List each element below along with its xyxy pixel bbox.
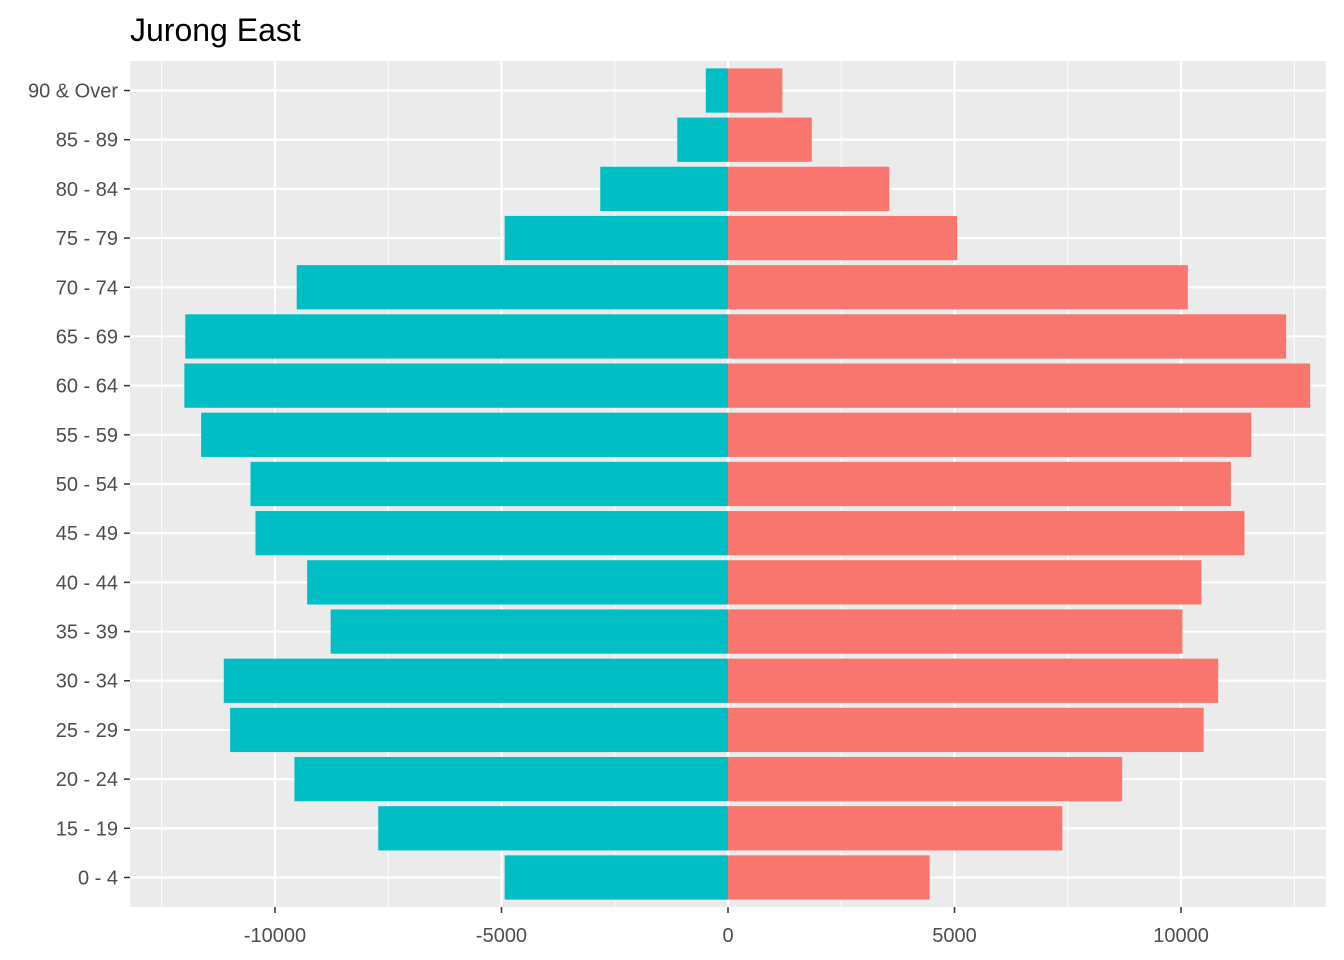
y-tick-label: 15 - 19 (56, 818, 118, 840)
bar-negative-50-54 (250, 461, 729, 507)
y-tick-label: 50 - 54 (56, 474, 118, 496)
bar-negative-35-39 (330, 609, 728, 654)
bar-positive-70-74 (728, 265, 1188, 310)
y-tick-label: 85 - 89 (56, 130, 118, 152)
bar-positive-50-54 (728, 461, 1231, 507)
y-tick-label: 65 - 69 (56, 326, 118, 348)
y-tick-label: 25 - 29 (56, 720, 118, 742)
y-tick-label: 40 - 44 (56, 572, 118, 594)
bar-negative-75-79 (504, 215, 728, 261)
bar-positive-25-29 (728, 707, 1204, 753)
bar-positive-35-39 (728, 609, 1183, 654)
y-tick-label: 35 - 39 (56, 622, 118, 644)
x-tick-label: -10000 (244, 925, 306, 947)
bar-negative-40-44 (307, 560, 728, 605)
bar-negative-85-89 (677, 117, 728, 162)
bar-positive-45-49 (728, 511, 1245, 556)
bar-positive-55-59 (728, 412, 1252, 457)
bar-positive-65-69 (728, 314, 1287, 359)
bar-negative-80-84 (600, 166, 728, 212)
bar-negative-90-over (705, 68, 728, 113)
x-tick-label: 0 (722, 925, 733, 947)
bar-negative-65-69 (185, 314, 728, 359)
y-tick-label: 0 - 4 (78, 867, 118, 889)
bar-negative-25-29 (230, 707, 728, 753)
bar-negative-30-34 (223, 658, 728, 703)
bar-positive-15-19 (728, 806, 1063, 851)
bar-positive-90-over (728, 68, 783, 113)
y-tick-label: 80 - 84 (56, 179, 118, 201)
bar-negative-15-19 (378, 806, 728, 851)
y-tick-label: 20 - 24 (56, 769, 118, 791)
y-tick-label: 75 - 79 (56, 228, 118, 250)
bar-positive-30-34 (728, 658, 1219, 703)
bar-positive-60-64 (728, 363, 1311, 408)
bar-positive-20-24 (728, 756, 1123, 802)
bar-positive-40-44 (728, 560, 1202, 605)
bar-negative-0-4 (504, 855, 728, 900)
y-tick-label: 70 - 74 (56, 277, 118, 299)
bar-negative-20-24 (294, 756, 728, 802)
x-tick-label: 5000 (932, 925, 977, 947)
bar-positive-80-84 (728, 166, 890, 212)
bar-negative-60-64 (184, 363, 728, 408)
bar-positive-0-4 (728, 855, 930, 900)
y-tick-label: 60 - 64 (56, 376, 118, 398)
y-tick-label: 90 & Over (28, 81, 118, 103)
x-tick-label: 10000 (1153, 925, 1209, 947)
bar-negative-70-74 (296, 265, 728, 310)
bar-positive-85-89 (728, 117, 812, 162)
x-tick-label: -5000 (476, 925, 527, 947)
y-tick-label: 45 - 49 (56, 523, 118, 545)
bar-negative-55-59 (201, 412, 729, 457)
y-tick-label: 30 - 34 (56, 671, 118, 693)
y-tick-label: 55 - 59 (56, 425, 118, 447)
bar-negative-45-49 (255, 511, 729, 556)
chart-title: Jurong East (130, 12, 301, 48)
bar-positive-75-79 (728, 215, 958, 261)
